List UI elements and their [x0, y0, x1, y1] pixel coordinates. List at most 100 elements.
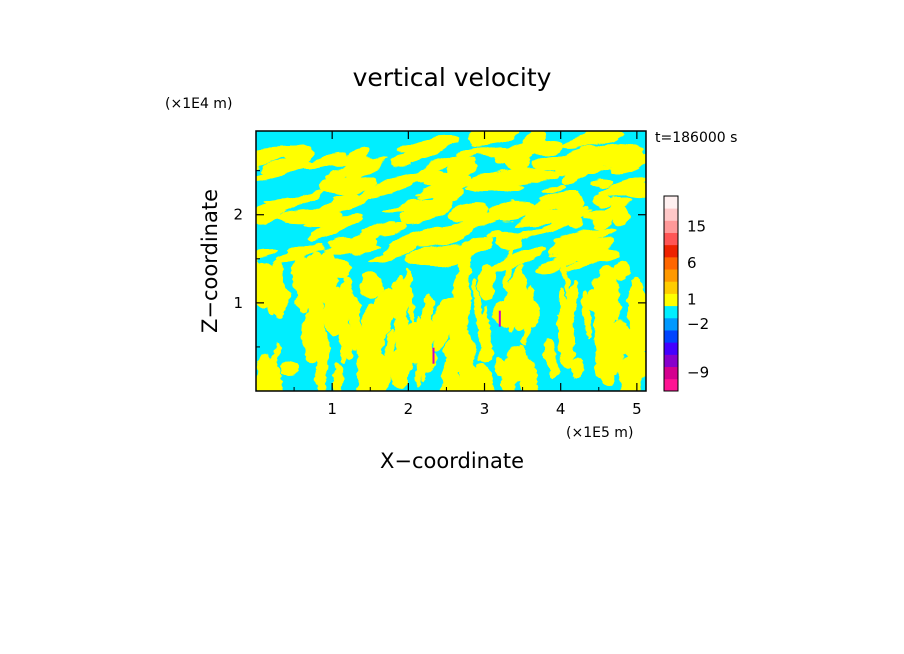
field-blob: [479, 265, 494, 286]
colorbar-segment: [664, 220, 678, 233]
field-blob: [566, 238, 614, 260]
field-blob: [394, 312, 411, 358]
field-blob: [610, 208, 629, 227]
colorbar-segment: [664, 378, 678, 392]
field-blob: [453, 146, 490, 160]
colorbar-segment: [664, 269, 678, 282]
field-blob: [590, 178, 614, 189]
time-label: t=186000 s: [655, 130, 737, 146]
field-blob: [487, 199, 536, 221]
field-blob: [544, 207, 577, 222]
field-blob: [581, 290, 592, 337]
colorbar-frame: [663, 195, 679, 392]
x-tick-label: 5: [632, 400, 642, 418]
field-blob: [501, 363, 518, 391]
field-blob: [326, 169, 344, 183]
field-blob: [559, 287, 568, 329]
field-blob: [404, 246, 472, 266]
field-blob: [308, 213, 363, 241]
field-blob: [420, 291, 434, 345]
field-blob: [341, 343, 349, 362]
field-blob: [558, 240, 570, 300]
field-blob: [527, 171, 559, 180]
field-blob: [480, 317, 492, 349]
field-blob: [284, 145, 313, 165]
field-blob: [381, 221, 409, 237]
colorbar-segment: [664, 330, 678, 343]
x-tick-label: 2: [404, 400, 414, 418]
colorbar-segment: [664, 293, 678, 307]
colorbar-segment: [664, 256, 678, 270]
field-blob: [609, 319, 633, 353]
y-axis-ticks: 12: [233, 170, 646, 348]
colorbar-tick-label: 1: [687, 291, 697, 309]
field-blob: [416, 317, 427, 382]
colorbar-segment: [664, 317, 678, 331]
chart-title: vertical velocity: [353, 63, 552, 92]
field-blob: [560, 175, 580, 185]
field-blob: [299, 257, 324, 312]
x-axis-label: X−coordinate: [380, 449, 524, 473]
field-blob: [531, 155, 587, 171]
field-blob: [448, 321, 462, 347]
field-blob: [326, 259, 350, 279]
colorbar-segment: [664, 196, 678, 209]
field-blob: [348, 236, 367, 256]
field-blob: [466, 171, 515, 188]
field-blob: [594, 141, 640, 161]
field-blob: [381, 241, 421, 260]
field-blob: [458, 361, 478, 391]
field-blob: [410, 153, 466, 179]
field-blob: [302, 302, 326, 362]
x-tick-label: 4: [556, 400, 566, 418]
colorbar-segment: [664, 244, 678, 258]
field-blob: [337, 274, 353, 330]
field-blob: [567, 216, 585, 231]
field-blob: [464, 182, 525, 193]
field-blob: [503, 247, 513, 293]
field-blob: [613, 259, 630, 282]
field-blob: [530, 209, 592, 237]
colorbar-segment: [664, 281, 678, 294]
field-blob: [554, 163, 613, 176]
field-blob: [360, 272, 383, 297]
contour-field: [256, 131, 646, 391]
field-blob: [473, 363, 495, 391]
field-blob: [520, 131, 548, 146]
colorbar: [663, 195, 679, 392]
field-blob: [486, 230, 503, 240]
field-blobs: [256, 131, 646, 391]
y-tick-label: 1: [233, 294, 243, 312]
field-blob: [397, 137, 461, 154]
field-blob: [320, 194, 368, 213]
field-blob: [619, 356, 641, 391]
field-blob: [487, 245, 546, 275]
y-unit-label: (×1E4 m): [165, 96, 232, 112]
field-blob: [608, 152, 646, 174]
field-blob: [357, 341, 379, 391]
field-blob: [381, 200, 436, 214]
field-blob: [430, 184, 463, 203]
field-blob: [391, 352, 408, 380]
field-blob: [639, 317, 646, 342]
updraft-core: [432, 347, 435, 364]
field-blob: [267, 258, 284, 317]
field-blob: [560, 316, 576, 371]
field-blob: [447, 203, 488, 223]
field-blob: [552, 227, 618, 245]
field-blob: [361, 302, 377, 347]
field-blob: [524, 192, 573, 215]
field-blob: [330, 181, 365, 197]
field-blob: [263, 189, 325, 217]
x-tick-label: 3: [480, 400, 490, 418]
colorbar-segment: [664, 354, 678, 368]
colorbar-tick-label: 6: [687, 254, 697, 272]
field-blob: [495, 141, 538, 164]
colorbar-tick-label: −9: [687, 364, 709, 382]
field-blob: [544, 336, 558, 378]
updraft-cores: [432, 310, 501, 364]
field-blob: [495, 230, 525, 251]
field-blob: [345, 159, 381, 179]
field-blob: [360, 221, 396, 240]
field-blob: [603, 197, 622, 206]
